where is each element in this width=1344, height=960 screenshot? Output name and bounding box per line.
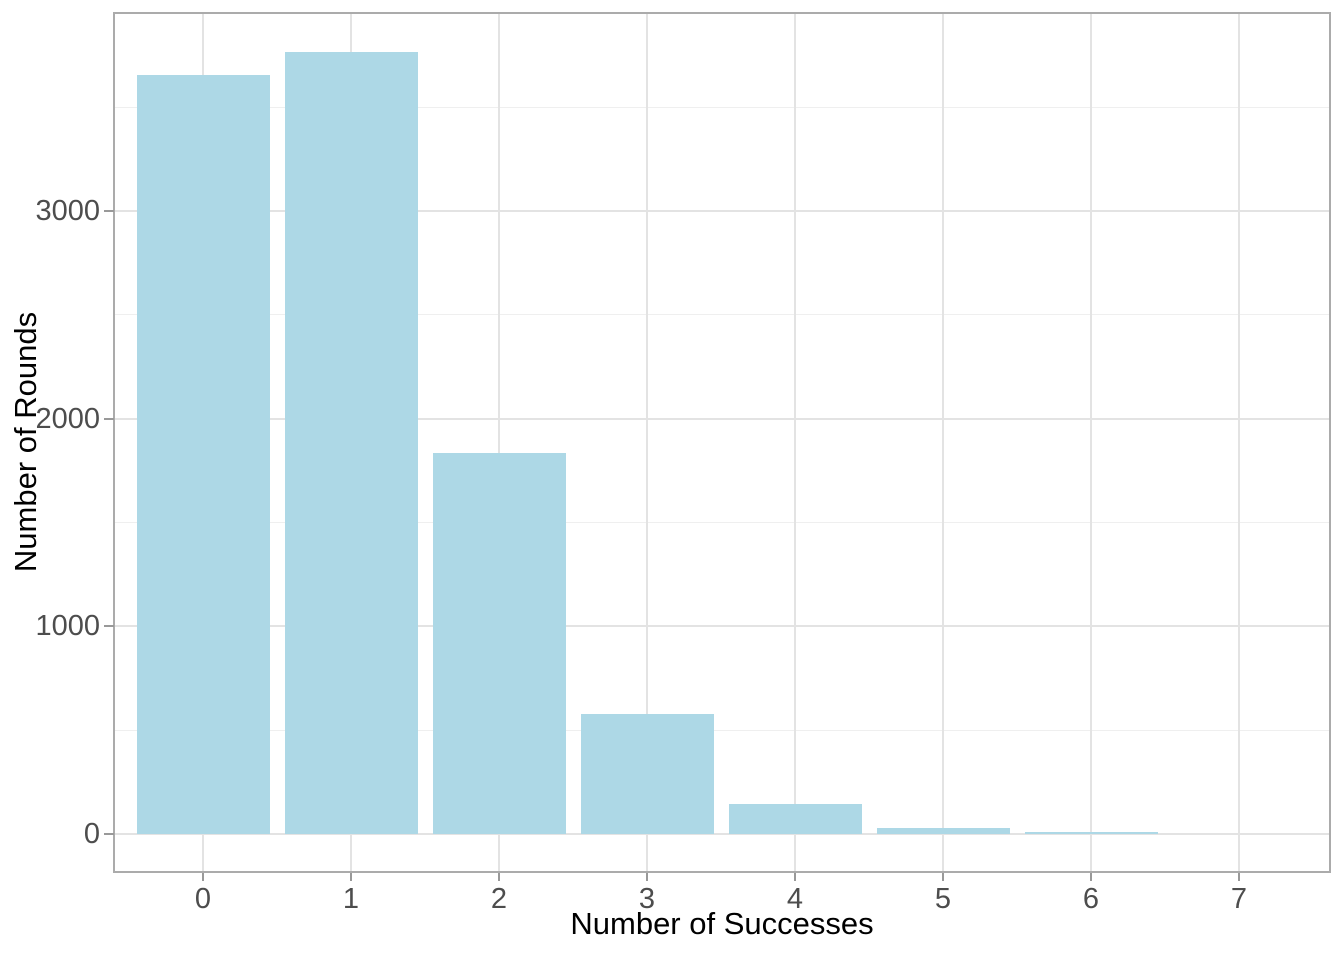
x-tick-label: 6 (1082, 883, 1100, 915)
x-tick-label: 1 (342, 883, 360, 915)
y-tick-mark (104, 417, 114, 420)
x-gridline-major (794, 14, 796, 871)
x-tick-mark (350, 873, 352, 881)
x-tick-mark (942, 873, 944, 881)
y-gridline-minor (115, 106, 1329, 108)
bar-3 (580, 713, 714, 834)
y-axis-title: Number of Rounds (8, 311, 43, 573)
y-gridline-major (115, 209, 1329, 212)
y-gridline-minor (115, 729, 1329, 731)
y-gridline-major (115, 833, 1329, 835)
x-tick-label: 0 (194, 883, 212, 915)
y-tick-label: 0 (83, 818, 100, 850)
y-tick-mark (104, 833, 114, 835)
x-axis-title: Number of Successes (570, 906, 874, 941)
x-tick-label: 7 (1230, 883, 1248, 915)
bar-0 (136, 74, 270, 834)
x-tick-mark (794, 873, 796, 881)
x-tick-label: 4 (786, 883, 804, 915)
y-tick-mark (104, 625, 114, 628)
x-tick-mark (1238, 873, 1240, 881)
bar-5 (876, 827, 1010, 834)
gridlines-layer (115, 14, 1329, 871)
x-tick-label: 3 (638, 883, 656, 915)
y-tick-label: 2000 (35, 402, 100, 435)
y-tick-label: 1000 (35, 610, 100, 643)
x-gridline-major (1090, 14, 1092, 871)
y-gridline-major (115, 625, 1329, 628)
y-gridline-minor (115, 521, 1329, 523)
x-tick-mark (202, 873, 204, 881)
x-gridline-major (646, 14, 648, 871)
bar-6 (1024, 832, 1158, 834)
x-gridline-major (942, 14, 944, 871)
x-tick-label: 5 (934, 883, 952, 915)
bar-2 (432, 453, 566, 834)
y-gridline-minor (115, 314, 1329, 316)
x-tick-mark (1090, 873, 1092, 881)
y-gridline-major (115, 417, 1329, 420)
x-tick-label: 2 (490, 883, 508, 915)
x-tick-mark (646, 873, 648, 881)
x-tick-mark (498, 873, 500, 881)
x-gridline-major (498, 14, 500, 871)
bar-1 (284, 52, 418, 834)
bars-layer (115, 14, 1329, 871)
bar-4 (728, 804, 862, 834)
y-tick-mark (104, 209, 114, 212)
x-gridline-major (1238, 14, 1240, 871)
y-tick-label: 3000 (35, 194, 100, 227)
